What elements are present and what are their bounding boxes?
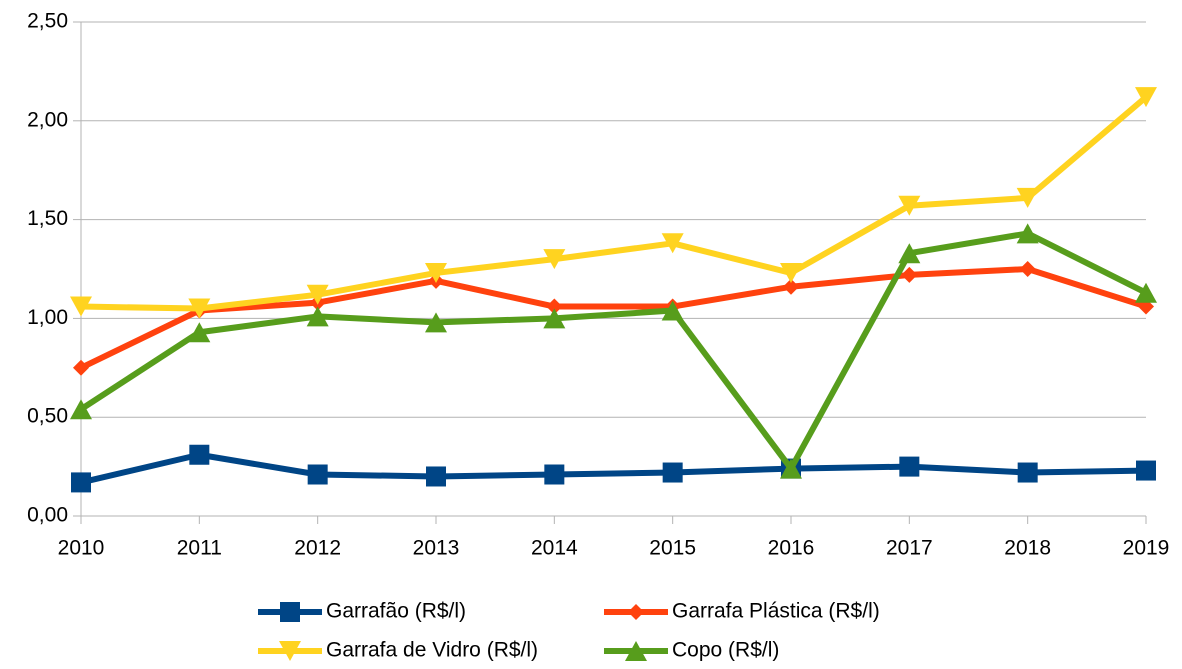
data-point — [543, 249, 566, 270]
series-line — [79, 266, 1147, 371]
legend-label: Copo (R$/l) — [672, 639, 779, 662]
y-tick-label: 2,00 — [27, 108, 68, 131]
data-point — [306, 306, 329, 327]
legend-marker — [625, 641, 647, 661]
data-point — [70, 399, 92, 420]
data-point — [425, 312, 447, 333]
data-point — [901, 266, 918, 283]
data-point — [898, 243, 921, 264]
data-point — [71, 472, 91, 493]
y-tick-label: 1,50 — [27, 207, 68, 230]
data-point — [1016, 223, 1039, 244]
data-point — [73, 359, 89, 376]
x-tick-label: 2012 — [294, 537, 341, 560]
data-point — [188, 322, 211, 343]
x-tick-label: 2014 — [531, 537, 578, 560]
data-point — [661, 233, 684, 254]
legend-label: Garrafão (R$/l) — [326, 600, 466, 623]
x-tick-label: 2017 — [886, 537, 933, 560]
y-tick-label: 0,00 — [27, 504, 68, 527]
data-point — [661, 300, 684, 321]
series-line — [79, 230, 1148, 472]
y-tick-label: 0,50 — [27, 405, 68, 428]
data-point — [1019, 261, 1036, 277]
data-point — [546, 298, 563, 315]
legend-marker — [628, 604, 644, 620]
legend-label: Garrafa Plástica (R$/l) — [672, 600, 880, 623]
data-point — [899, 456, 920, 477]
legend-marker — [280, 602, 300, 622]
data-point — [780, 458, 802, 479]
data-point — [1016, 187, 1039, 208]
y-tick-label: 2,50 — [27, 10, 68, 33]
x-tick-label: 2016 — [768, 537, 815, 560]
data-point — [307, 464, 328, 485]
data-point — [1135, 87, 1157, 108]
data-point — [70, 296, 92, 317]
y-tick-label: 1,00 — [27, 306, 68, 329]
x-tick-label: 2010 — [58, 537, 105, 560]
data-point — [426, 466, 446, 487]
data-point — [189, 444, 210, 465]
data-point — [1017, 462, 1038, 483]
data-point — [783, 278, 799, 295]
series-line — [80, 451, 1147, 486]
data-point — [306, 284, 329, 305]
legend-marker — [279, 641, 301, 661]
data-point — [544, 464, 565, 485]
x-tick-label: 2015 — [649, 537, 696, 560]
x-tick-label: 2011 — [177, 537, 222, 560]
x-tick-label: 2019 — [1123, 537, 1170, 560]
x-tick-label: 2018 — [1004, 537, 1051, 560]
data-point — [780, 262, 802, 283]
data-point — [662, 462, 683, 483]
series-line — [80, 94, 1148, 312]
data-point — [898, 195, 921, 216]
data-point — [543, 308, 566, 329]
data-point — [1135, 282, 1157, 303]
data-point — [1136, 460, 1156, 481]
data-point — [425, 262, 447, 283]
x-tick-label: 2013 — [413, 537, 460, 560]
legend-label: Garrafa de Vidro (R$/l) — [326, 639, 538, 662]
data-point — [188, 298, 211, 319]
